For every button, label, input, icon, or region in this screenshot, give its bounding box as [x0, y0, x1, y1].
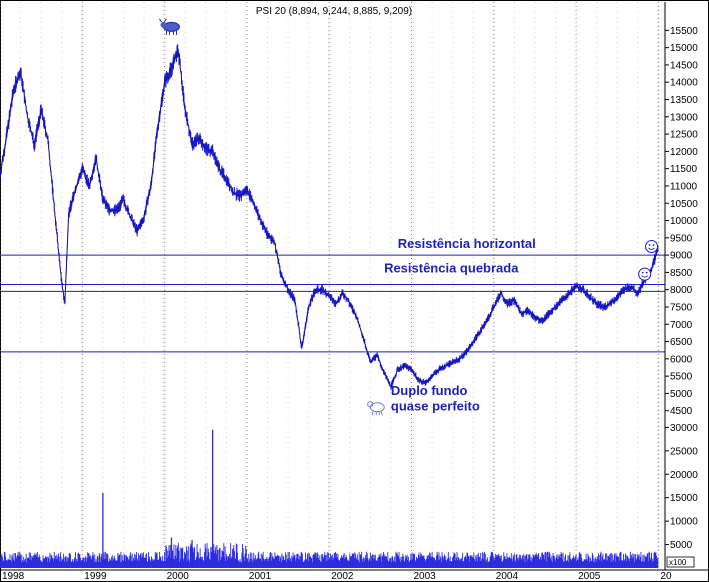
horizontal-lines	[0, 254, 665, 353]
volume-tick-label: 15000	[670, 493, 698, 504]
year-tick-label: 1998	[2, 571, 25, 582]
price-tick-label: 9000	[670, 251, 693, 262]
annotation-label: Resistência quebrada	[384, 260, 519, 275]
price-tick-label: 6000	[670, 354, 693, 365]
bull-icon	[159, 18, 180, 35]
price-tick-label: 5500	[670, 372, 693, 383]
price-tick-label: 14500	[670, 60, 698, 71]
year-tick-label: 20	[660, 571, 672, 582]
price-tick-label: 12000	[670, 147, 698, 158]
smiley-eye	[645, 271, 648, 274]
year-tick-label: 2005	[578, 571, 601, 582]
price-tick-label: 13500	[670, 95, 698, 106]
price-tick-label: 14000	[670, 78, 698, 89]
annotation-label: quase perfeito	[391, 399, 480, 414]
price-tick-label: 11000	[670, 181, 698, 192]
annotations: Resistência horizontal Resistência quebra…	[159, 18, 659, 416]
annotation-label: Duplo fundo	[391, 383, 468, 398]
price-tick-label: 11500	[670, 164, 698, 175]
annotation-label: Resistência horizontal	[398, 236, 536, 251]
price-tick-label: 15000	[670, 43, 698, 54]
year-tick-label: 1999	[84, 571, 107, 582]
price-tick-label: 7000	[670, 320, 693, 331]
smiley-mouth	[641, 275, 649, 278]
bear-head	[367, 401, 374, 408]
volume-tick-label: 30000	[670, 423, 698, 434]
price-tick-label: 8000	[670, 285, 693, 296]
price-tick-label: 4500	[670, 406, 693, 417]
bull-horns	[159, 18, 167, 23]
volume-tick-label: 25000	[670, 446, 698, 457]
bull-legs	[165, 30, 177, 35]
smiley-eye	[641, 271, 644, 274]
price-series	[0, 44, 659, 390]
smiley-face	[638, 267, 652, 281]
volume-multiplier-label: x100	[669, 558, 687, 567]
volume-bars	[0, 429, 659, 568]
year-tick-label: 2001	[249, 571, 272, 582]
smiley-icon	[645, 239, 659, 253]
price-tick-label: 10500	[670, 199, 698, 210]
price-tick-label: 7500	[670, 302, 693, 313]
bear-legs	[371, 411, 383, 416]
year-tick-label: 2003	[414, 571, 437, 582]
price-tick-label: 13000	[670, 112, 698, 123]
year-tick-label: 2000	[167, 571, 190, 582]
chart-title: PSI 20 (8,894, 9,244, 8,885, 9,209)	[256, 6, 412, 17]
bear-icon	[367, 401, 385, 416]
smiley-face	[645, 239, 659, 253]
price-tick-label: 15500	[670, 26, 698, 37]
price-tick-label: 5000	[670, 389, 693, 400]
price-tick-label: 10000	[670, 216, 698, 227]
year-tick-label: 2002	[331, 571, 354, 582]
price-line	[0, 44, 659, 390]
year-tick-label: 2004	[496, 571, 519, 582]
volume-tick-label: 5000	[670, 540, 693, 551]
smiley-mouth	[648, 247, 655, 250]
volume-tick-label: 10000	[670, 517, 698, 528]
smiley-eye	[652, 244, 655, 246]
price-tick-label: 9500	[670, 233, 693, 244]
bull-head	[160, 21, 167, 28]
volume-tick-label: 20000	[670, 470, 698, 481]
price-tick-label: 8500	[670, 268, 693, 279]
price-tick-label: 6500	[670, 337, 693, 348]
smiley-eye	[648, 244, 651, 246]
smiley-icon	[638, 267, 652, 281]
price-close-line	[0, 50, 659, 388]
price-tick-label: 12500	[670, 130, 698, 141]
volume-multiplier-box	[666, 556, 695, 568]
